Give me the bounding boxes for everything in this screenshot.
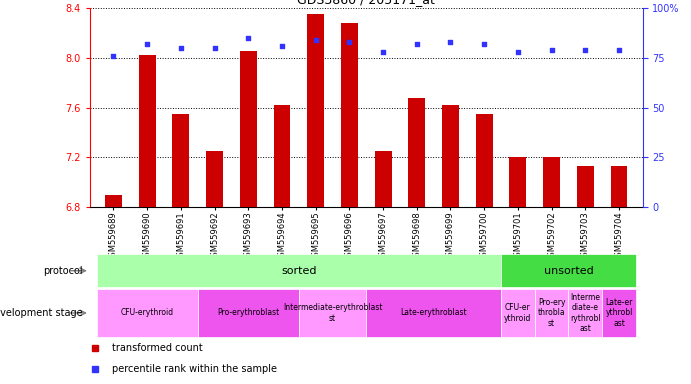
Point <box>479 41 490 47</box>
Bar <box>139 55 155 207</box>
Bar <box>509 157 527 207</box>
Bar <box>198 289 299 337</box>
Bar <box>274 105 290 207</box>
Bar <box>307 14 324 207</box>
Bar <box>366 289 501 337</box>
Text: Late-erythroblast: Late-erythroblast <box>400 308 467 318</box>
Text: CFU-er
ythroid: CFU-er ythroid <box>504 303 531 323</box>
Point <box>176 45 187 51</box>
Bar <box>543 157 560 207</box>
Bar <box>501 289 535 337</box>
Bar <box>97 254 501 287</box>
Point <box>276 43 287 49</box>
Text: development stage: development stage <box>0 308 83 318</box>
Bar <box>105 195 122 207</box>
Bar <box>173 114 189 207</box>
Text: Pro-erythroblast: Pro-erythroblast <box>217 308 279 318</box>
Point <box>209 45 220 51</box>
Bar <box>569 289 602 337</box>
Text: protocol: protocol <box>44 266 83 276</box>
Text: Intermediate-erythroblast
st: Intermediate-erythroblast st <box>283 303 382 323</box>
Bar <box>501 254 636 287</box>
Bar <box>299 289 366 337</box>
Point <box>513 48 524 55</box>
Text: transformed count: transformed count <box>112 343 202 353</box>
Point <box>546 46 557 53</box>
Text: Late-er
ythrobl
ast: Late-er ythrobl ast <box>605 298 633 328</box>
Text: sorted: sorted <box>281 266 316 276</box>
Bar <box>240 51 256 207</box>
Bar <box>602 289 636 337</box>
Text: unsorted: unsorted <box>544 266 594 276</box>
Bar <box>476 114 493 207</box>
Bar <box>97 289 198 337</box>
Point <box>310 36 321 43</box>
Point <box>614 46 625 53</box>
Bar <box>408 98 425 207</box>
Point <box>243 35 254 41</box>
Bar <box>375 151 392 207</box>
Point <box>580 46 591 53</box>
Text: CFU-erythroid: CFU-erythroid <box>120 308 173 318</box>
Bar <box>206 151 223 207</box>
Bar <box>442 105 459 207</box>
Point <box>445 38 456 45</box>
Bar <box>535 289 569 337</box>
Text: Pro-ery
throbla
st: Pro-ery throbla st <box>538 298 565 328</box>
Point <box>344 38 355 45</box>
Bar <box>611 166 627 207</box>
Point <box>142 41 153 47</box>
Title: GDS3860 / 205171_at: GDS3860 / 205171_at <box>297 0 435 7</box>
Bar <box>577 166 594 207</box>
Text: Interme
diate-e
rythrobl
ast: Interme diate-e rythrobl ast <box>570 293 600 333</box>
Text: percentile rank within the sample: percentile rank within the sample <box>112 364 277 374</box>
Point <box>377 48 388 55</box>
Point <box>411 41 422 47</box>
Point <box>108 53 119 59</box>
Bar <box>341 23 358 207</box>
